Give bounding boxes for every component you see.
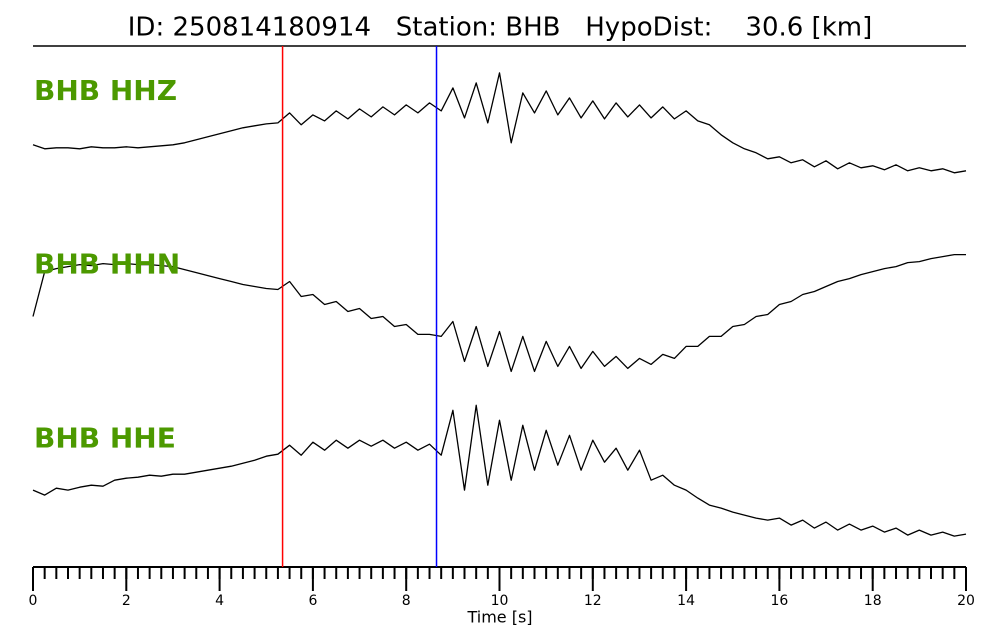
trace: [32, 253, 966, 373]
x-tick-label: 18: [864, 593, 882, 609]
trace: [32, 72, 967, 174]
x-tick-label: 10: [491, 593, 509, 609]
chart-title: ID: 250814180914 Station: BHB HypoDist: …: [128, 13, 872, 43]
x-tick-label: 2: [122, 593, 131, 609]
x-tick-label: 20: [957, 593, 975, 609]
x-axis-label: Time [s]: [466, 608, 532, 627]
trace-label: BHB HHE: [34, 421, 176, 454]
x-tick-label: 0: [29, 593, 38, 609]
trace: [32, 404, 967, 537]
x-tick-label: 14: [677, 593, 695, 609]
trace-label: BHB HHZ: [34, 74, 177, 107]
trace-label: BHB HHN: [34, 248, 180, 281]
x-tick-label: 6: [308, 593, 317, 609]
x-tick-label: 4: [215, 593, 224, 609]
x-tick-label: 16: [770, 593, 788, 609]
x-tick-label: 8: [402, 593, 411, 609]
x-tick-label: 12: [584, 593, 602, 609]
